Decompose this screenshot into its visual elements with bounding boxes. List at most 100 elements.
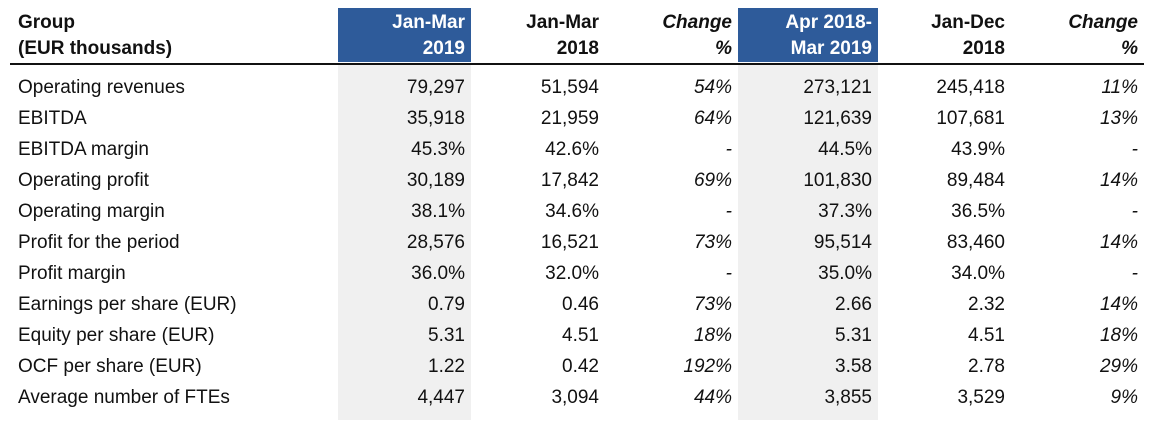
- cell-apr2018-mar2019: 2.66: [738, 289, 878, 320]
- cell-jan-dec-2018: 34.0%: [951, 263, 1005, 284]
- cell-jan-mar-2018: 17,842: [540, 170, 599, 191]
- cell-jan-mar-2019: 5.31: [338, 320, 471, 351]
- header-change-quarter: Change %: [605, 8, 738, 62]
- cell-change-year: -: [1131, 263, 1138, 284]
- cell-apr2018-mar2019: 44.5%: [738, 134, 878, 165]
- cell-apr2018-mar2019: 95,514: [738, 227, 878, 258]
- row-label: Profit for the period: [18, 232, 180, 253]
- cell-jan-mar-2019: 45.3%: [338, 134, 471, 165]
- cell-apr2018-mar2019: 101,830: [738, 165, 878, 196]
- cell-apr2018-mar2019: 35.0%: [738, 258, 878, 289]
- cell-apr2018-mar2019: 5.31: [738, 320, 878, 351]
- cell-jan-mar-2019: 79,297: [338, 72, 471, 103]
- header-col6-line2: %: [1121, 38, 1138, 59]
- cell-change-year: 29%: [1099, 356, 1138, 377]
- cell-change-year: 11%: [1101, 77, 1138, 98]
- cell-apr2018-mar2019: 273,121: [738, 72, 878, 103]
- cell-jan-dec-2018: 4.51: [968, 325, 1005, 346]
- header-col3-line1: Change: [662, 12, 732, 33]
- header-jan-mar-2018: Jan-Mar 2018: [471, 8, 605, 62]
- cell-jan-mar-2019: 36.0%: [338, 258, 471, 289]
- cell-change-quarter: 73%: [693, 232, 732, 253]
- table-row: Earnings per share (EUR) 0.79 0.46 73% 2.66 2…: [10, 289, 1144, 320]
- row-spacer: [10, 65, 1144, 72]
- header-col2-line2: 2018: [556, 38, 599, 59]
- cell-change-quarter: 69%: [693, 170, 732, 191]
- header-apr2018-mar2019: Apr 2018- Mar 2019: [738, 8, 878, 62]
- cell-change-year: 14%: [1099, 232, 1138, 253]
- cell-jan-mar-2019: 30,189: [338, 165, 471, 196]
- table-row: Profit for the period 28,576 16,521 73% 95,5…: [10, 227, 1144, 258]
- table-row: Profit margin 36.0% 32.0% -35.0% 34.0% -: [10, 258, 1144, 289]
- cell-jan-mar-2018: 21,959: [540, 108, 599, 129]
- cell-change-quarter: 18%: [693, 325, 732, 346]
- cell-change-year: 13%: [1099, 108, 1138, 129]
- cell-jan-dec-2018: 83,460: [946, 232, 1005, 253]
- table-header: Group (EUR thousands) Jan-Mar 2019 Jan-M…: [10, 8, 1144, 62]
- cell-change-year: 14%: [1099, 170, 1138, 191]
- cell-change-quarter: 44%: [693, 387, 732, 408]
- row-label: Earnings per share (EUR): [18, 294, 237, 315]
- cell-jan-mar-2018: 51,594: [540, 77, 599, 98]
- cell-change-quarter: 192%: [683, 356, 732, 377]
- header-col5-line2: 2018: [962, 38, 1005, 59]
- cell-jan-dec-2018: 2.78: [968, 356, 1005, 377]
- header-group-line1: Group: [18, 12, 75, 33]
- header-col1-line1: Jan-Mar: [392, 12, 465, 33]
- header-group-line2: (EUR thousands): [18, 38, 173, 59]
- cell-jan-mar-2018: 4.51: [562, 325, 599, 346]
- cell-change-year: 14%: [1099, 294, 1138, 315]
- key-figures-table: Group (EUR thousands) Jan-Mar 2019 Jan-M…: [10, 8, 1144, 420]
- header-col4-line2: Mar 2019: [790, 38, 872, 59]
- cell-jan-dec-2018: 107,681: [936, 108, 1005, 129]
- cell-change-quarter: 54%: [693, 77, 732, 98]
- cell-change-quarter: 64%: [693, 108, 732, 129]
- row-label: Operating revenues: [18, 77, 185, 98]
- cell-change-year: -: [1131, 139, 1138, 160]
- cell-change-quarter: -: [725, 139, 732, 160]
- cell-jan-mar-2019: 1.22: [338, 351, 471, 382]
- row-spacer-bottom: [10, 413, 1144, 420]
- header-change-year: Change %: [1011, 8, 1144, 62]
- table-row: Average number of FTEs 4,447 3,094 44% 3,855…: [10, 382, 1144, 413]
- cell-apr2018-mar2019: 3,855: [738, 382, 878, 413]
- row-label: EBITDA margin: [18, 139, 149, 160]
- header-jan-mar-2019: Jan-Mar 2019: [338, 8, 471, 62]
- cell-jan-dec-2018: 43.9%: [951, 139, 1005, 160]
- cell-jan-mar-2019: 4,447: [338, 382, 471, 413]
- row-label: Profit margin: [18, 263, 126, 284]
- cell-change-year: 18%: [1099, 325, 1138, 346]
- cell-change-year: 9%: [1110, 387, 1138, 408]
- cell-jan-mar-2019: 35,918: [338, 103, 471, 134]
- row-label: Operating margin: [18, 201, 165, 222]
- table-row: EBITDA 35,918 21,959 64% 121,639 107,681 13%: [10, 103, 1144, 134]
- cell-jan-dec-2018: 89,484: [946, 170, 1005, 191]
- header-rule: [10, 63, 1144, 65]
- cell-jan-mar-2018: 42.6%: [545, 139, 599, 160]
- cell-jan-mar-2019: 28,576: [338, 227, 471, 258]
- table-row: Operating profit 30,189 17,842 69% 101,830 89…: [10, 165, 1144, 196]
- cell-jan-mar-2018: 16,521: [540, 232, 599, 253]
- cell-change-year: -: [1131, 201, 1138, 222]
- table-row: EBITDA margin 45.3% 42.6% -44.5% 43.9% -: [10, 134, 1144, 165]
- table-row: Equity per share (EUR) 5.31 4.51 18% 5.31 4.5…: [10, 320, 1144, 351]
- table-row: Operating margin 38.1% 34.6% -37.3% 36.5% -: [10, 196, 1144, 227]
- header-col1-line2: 2019: [422, 38, 465, 59]
- cell-apr2018-mar2019: 121,639: [738, 103, 878, 134]
- cell-jan-mar-2018: 0.42: [562, 356, 599, 377]
- table-row: Operating revenues 79,297 51,594 54% 273,121…: [10, 72, 1144, 103]
- cell-apr2018-mar2019: 37.3%: [738, 196, 878, 227]
- row-label: Equity per share (EUR): [18, 325, 215, 346]
- cell-jan-mar-2019: 38.1%: [338, 196, 471, 227]
- row-label: Average number of FTEs: [18, 387, 230, 408]
- cell-jan-dec-2018: 245,418: [936, 77, 1005, 98]
- header-jan-dec-2018: Jan-Dec 2018: [878, 8, 1011, 62]
- cell-change-quarter: -: [725, 201, 732, 222]
- header-col4-line1: Apr 2018-: [785, 12, 872, 33]
- table-row: OCF per share (EUR) 1.22 0.42 192% 3.58 2.78 2…: [10, 351, 1144, 382]
- table-body: Operating revenues 79,297 51,594 54% 273,121…: [10, 72, 1144, 413]
- header-col5-line1: Jan-Dec: [931, 12, 1005, 33]
- header-col6-line1: Change: [1068, 12, 1138, 33]
- row-label: EBITDA: [18, 108, 87, 129]
- cell-jan-mar-2018: 32.0%: [545, 263, 599, 284]
